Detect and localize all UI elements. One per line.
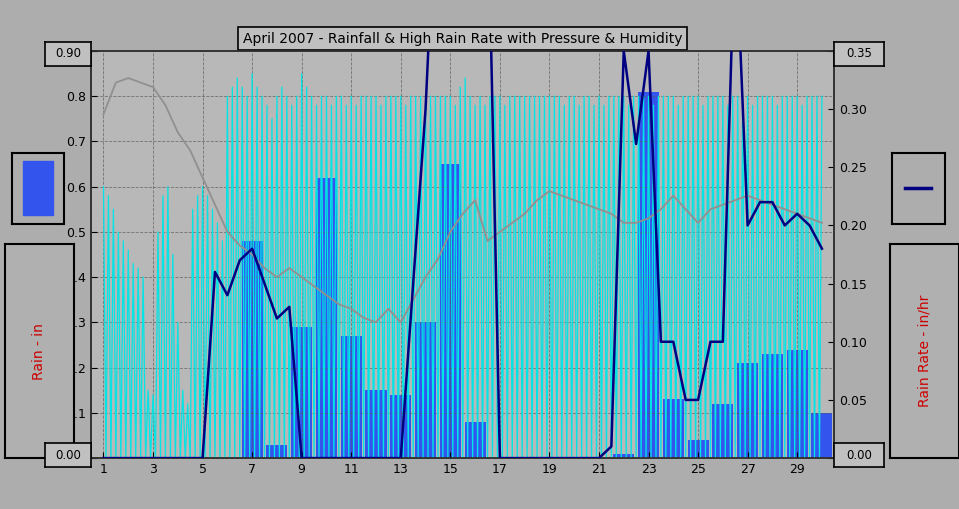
Text: 0.90: 0.90 xyxy=(55,47,82,61)
Text: 0.00: 0.00 xyxy=(847,448,872,462)
Bar xyxy=(23,161,53,215)
Bar xyxy=(242,241,263,458)
Bar xyxy=(464,422,485,458)
Bar xyxy=(365,390,386,458)
Bar xyxy=(613,454,634,458)
Text: Rain Rate - in/hr: Rain Rate - in/hr xyxy=(918,295,931,407)
Text: 0.00: 0.00 xyxy=(56,448,81,462)
Bar xyxy=(292,327,313,458)
Bar xyxy=(688,440,709,458)
Bar xyxy=(415,322,436,458)
Bar xyxy=(390,395,411,458)
Bar xyxy=(267,444,288,458)
Bar xyxy=(713,404,734,458)
Bar xyxy=(737,363,759,458)
Bar xyxy=(440,164,461,458)
Text: 0.35: 0.35 xyxy=(847,47,872,61)
Bar xyxy=(638,92,659,458)
Bar xyxy=(663,399,684,458)
Bar xyxy=(761,354,783,458)
Bar xyxy=(340,336,362,458)
Bar xyxy=(811,413,832,458)
Bar xyxy=(316,178,337,458)
Bar xyxy=(786,350,807,458)
Title: April 2007 - Rainfall & High Rain Rate with Pressure & Humidity: April 2007 - Rainfall & High Rain Rate w… xyxy=(243,32,683,46)
Text: Rain - in: Rain - in xyxy=(33,323,46,380)
